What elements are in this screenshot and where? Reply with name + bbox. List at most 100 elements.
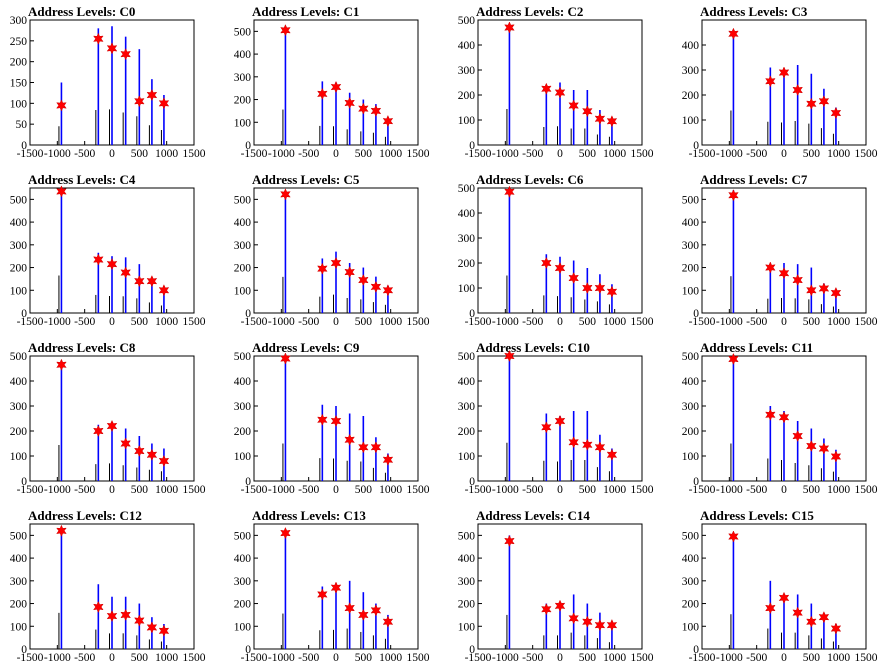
chart-panel-11: Address Levels: C11 0 100 200 300 400 500 -1500…	[682, 340, 878, 496]
y-tick-label: 100	[682, 285, 700, 297]
y-tick-label: 200	[234, 95, 252, 107]
y-tick-label: 500	[10, 351, 28, 363]
y-tick-label: 200	[458, 426, 476, 438]
peak-marker-star	[120, 437, 131, 450]
x-tick-label: 500	[131, 484, 149, 496]
peak-marker-star	[344, 601, 355, 615]
y-tick-label: 0	[693, 140, 699, 152]
x-tick-label: -500	[522, 652, 543, 664]
y-tick-label: 200	[682, 90, 700, 102]
x-tick-label: 1500	[183, 652, 206, 664]
peak-marker-star	[344, 433, 355, 446]
y-tick-label: 200	[10, 426, 28, 438]
peak-marker-star	[582, 105, 593, 118]
x-tick-label: -1000	[268, 484, 295, 496]
y-tick-label: 100	[682, 451, 700, 463]
x-tick-label: 500	[803, 484, 821, 496]
x-tick-label: 0	[557, 484, 563, 496]
y-tick-label: 100	[10, 285, 28, 297]
y-tick-label: 400	[234, 49, 252, 61]
x-tick-label: -1500	[17, 148, 44, 160]
x-tick-label: -1000	[492, 148, 519, 160]
peak-marker-star	[765, 261, 776, 274]
x-tick-label: 1000	[155, 484, 178, 496]
y-tick-label: 0	[469, 476, 475, 488]
peak-marker-star	[358, 608, 369, 622]
chart-title: Address Levels: C9	[252, 340, 360, 355]
peak-marker-star	[504, 349, 515, 363]
y-tick-label: 100	[10, 621, 28, 633]
x-tick-label: 1000	[155, 316, 178, 328]
x-tick-label: -1000	[44, 148, 71, 160]
peak-marker-star	[280, 352, 291, 365]
x-tick-label: 1000	[827, 148, 850, 160]
x-tick-label: 1500	[631, 484, 654, 496]
y-tick-label: 300	[682, 401, 700, 413]
x-tick-label: 1500	[183, 316, 206, 328]
peak-marker-star	[158, 454, 170, 468]
chart-title: Address Levels: C2	[476, 4, 583, 19]
x-tick-label: 1000	[379, 316, 402, 328]
chart-title: Address Levels: C5	[252, 172, 360, 187]
peak-marker-star	[818, 442, 830, 455]
y-tick-label: 500	[458, 351, 476, 363]
x-tick-label: -500	[746, 652, 767, 664]
y-tick-label: 400	[682, 217, 700, 229]
peak-marker-star	[134, 275, 145, 288]
x-tick-label: 1500	[855, 148, 878, 160]
x-tick-label: -1500	[17, 652, 44, 664]
peak-marker-star	[280, 24, 291, 37]
x-tick-label: -500	[746, 148, 767, 160]
chart-panel-2: Address Levels: C20100200300400500-1500-…	[458, 4, 654, 160]
peak-marker-star	[582, 438, 593, 451]
y-tick-label: 500	[682, 530, 700, 542]
x-tick-label: 1500	[631, 652, 654, 664]
x-tick-label: -1500	[241, 148, 268, 160]
y-tick-label: 300	[234, 240, 252, 252]
y-tick-label: 0	[21, 476, 27, 488]
x-tick-label: -1500	[465, 652, 492, 664]
x-tick-label: -1500	[465, 484, 492, 496]
y-tick-label: 400	[458, 376, 476, 388]
peak-marker-star	[106, 42, 118, 55]
peak-marker-star	[134, 95, 145, 108]
chart-panel-15: Address Levels: C15 0 100 200 300 400 500 -1500…	[682, 508, 878, 664]
peak-marker-star	[594, 112, 606, 125]
x-tick-label: 0	[557, 652, 563, 664]
y-tick-label: 200	[682, 426, 700, 438]
peak-marker-star	[606, 115, 618, 128]
x-tick-label: 1500	[855, 316, 878, 328]
chart-panel-12: Address Levels: C12 0 100 200 300 400 500 -1500…	[10, 508, 206, 664]
x-tick-label: 500	[131, 316, 149, 328]
y-tick-label: 200	[458, 599, 476, 611]
peak-marker-star	[317, 588, 328, 601]
y-tick-label: 250	[10, 36, 28, 48]
x-tick-label: -500	[74, 484, 95, 496]
peak-marker-star	[728, 352, 739, 366]
y-tick-label: 500	[458, 15, 476, 27]
x-tick-label: -500	[298, 484, 319, 496]
peak-marker-star	[792, 273, 803, 287]
peak-marker-star	[370, 604, 382, 617]
x-tick-label: 1000	[827, 484, 850, 496]
chart-title: Address Levels: C4	[28, 172, 136, 187]
y-tick-label: 100	[682, 115, 700, 127]
y-tick-label: 500	[234, 194, 252, 206]
x-tick-label: -1000	[716, 316, 743, 328]
x-tick-label: 1500	[631, 316, 654, 328]
x-tick-label: 1500	[407, 316, 430, 328]
y-tick-label: 300	[458, 401, 476, 413]
chart-title: Address Levels: C0	[28, 4, 135, 19]
peak-marker-star	[728, 27, 739, 40]
x-tick-label: 0	[333, 316, 339, 328]
peak-marker-star	[765, 408, 776, 421]
y-tick-label: 0	[693, 308, 699, 320]
x-tick-label: -1000	[268, 148, 295, 160]
chart-title: Address Levels: C10	[476, 340, 590, 355]
peak-marker-star	[582, 615, 593, 628]
y-tick-label: 300	[234, 401, 252, 413]
x-tick-label: -500	[522, 148, 543, 160]
x-tick-label: -500	[74, 652, 95, 664]
x-tick-label: 500	[579, 316, 597, 328]
